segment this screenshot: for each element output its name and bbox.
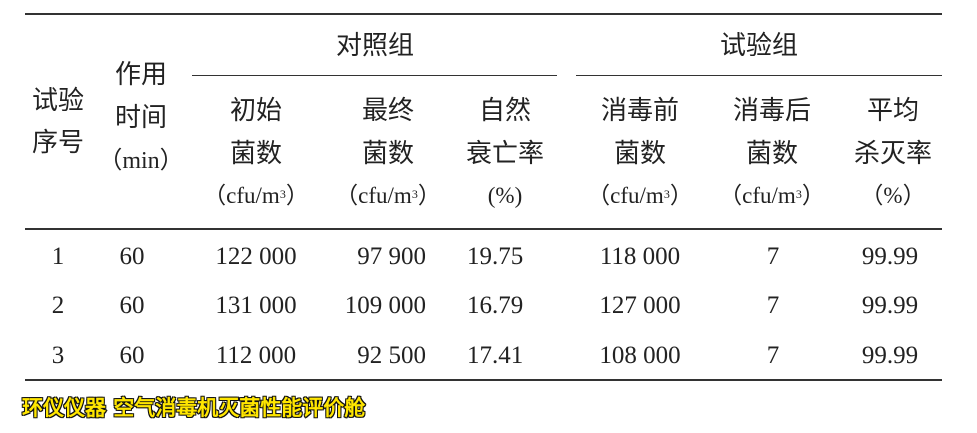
header-kill-rate: 平均: [866, 96, 920, 125]
header-rule: [25, 228, 942, 230]
header-final-count: 最终: [361, 96, 415, 125]
header-before-count: 消毒前: [600, 96, 680, 125]
cell-decay: 17.41: [467, 342, 524, 369]
header-final-count: 菌数: [361, 139, 415, 168]
cell-before: 127 000: [599, 292, 681, 319]
cell-decay: 19.75: [467, 243, 524, 270]
header-initial-count: 菌数: [229, 139, 283, 168]
cell-trial-no: 3: [51, 342, 65, 369]
cell-after: 7: [766, 243, 780, 270]
cell-initial: 122 000: [215, 243, 297, 270]
top-rule: [25, 13, 942, 15]
group-header-test: 试验组: [719, 31, 799, 60]
header-trial-no: 试验: [31, 86, 85, 115]
cell-final: 109 000: [344, 292, 426, 319]
header-before-count: 菌数: [613, 139, 667, 168]
header-natural-decay: 自然: [478, 96, 532, 125]
bottom-rule: [25, 379, 942, 381]
header-final-unit: （cfu/m3）: [335, 183, 441, 208]
cell-after: 7: [766, 292, 780, 319]
header-time: 时间: [114, 103, 168, 132]
cell-after: 7: [766, 342, 780, 369]
cell-kill-rate: 99.99: [861, 342, 919, 369]
cell-final: 92 500: [357, 342, 426, 369]
cell-final: 97 900: [357, 243, 426, 270]
header-trial-no: 序号: [31, 128, 85, 157]
cell-time: 60: [119, 292, 145, 319]
header-before-unit: （cfu/m3）: [587, 183, 693, 208]
header-kill-rate: 杀灭率: [853, 139, 933, 168]
cell-before: 108 000: [599, 342, 681, 369]
header-after-unit: （cfu/m3）: [719, 183, 825, 208]
header-natural-decay: 衰亡率: [465, 139, 545, 168]
test-group-rule: [576, 75, 942, 76]
cell-trial-no: 1: [51, 243, 65, 270]
header-after-count: 菌数: [745, 139, 799, 168]
cell-before: 118 000: [599, 243, 681, 270]
cell-initial: 131 000: [215, 292, 297, 319]
cell-decay: 16.79: [467, 292, 524, 319]
cell-time: 60: [119, 243, 145, 270]
header-natural-decay-unit: (%): [487, 183, 523, 208]
header-time: 作用: [114, 60, 168, 89]
control-group-rule: [192, 75, 557, 76]
header-initial-unit: （cfu/m3）: [203, 183, 309, 208]
watermark-caption: 环仪仪器 空气消毒机灭菌性能评价舱: [21, 395, 366, 421]
cell-trial-no: 2: [51, 292, 65, 319]
group-header-control: 对照组: [335, 31, 415, 60]
header-time-unit: （min）: [98, 148, 184, 174]
cell-kill-rate: 99.99: [861, 243, 919, 270]
cell-initial: 112 000: [215, 342, 297, 369]
header-after-count: 消毒后: [732, 96, 812, 125]
header-kill-rate-unit: （%）: [860, 183, 926, 208]
cell-kill-rate: 99.99: [861, 292, 919, 319]
cell-time: 60: [119, 342, 145, 369]
header-initial-count: 初始: [229, 96, 283, 125]
